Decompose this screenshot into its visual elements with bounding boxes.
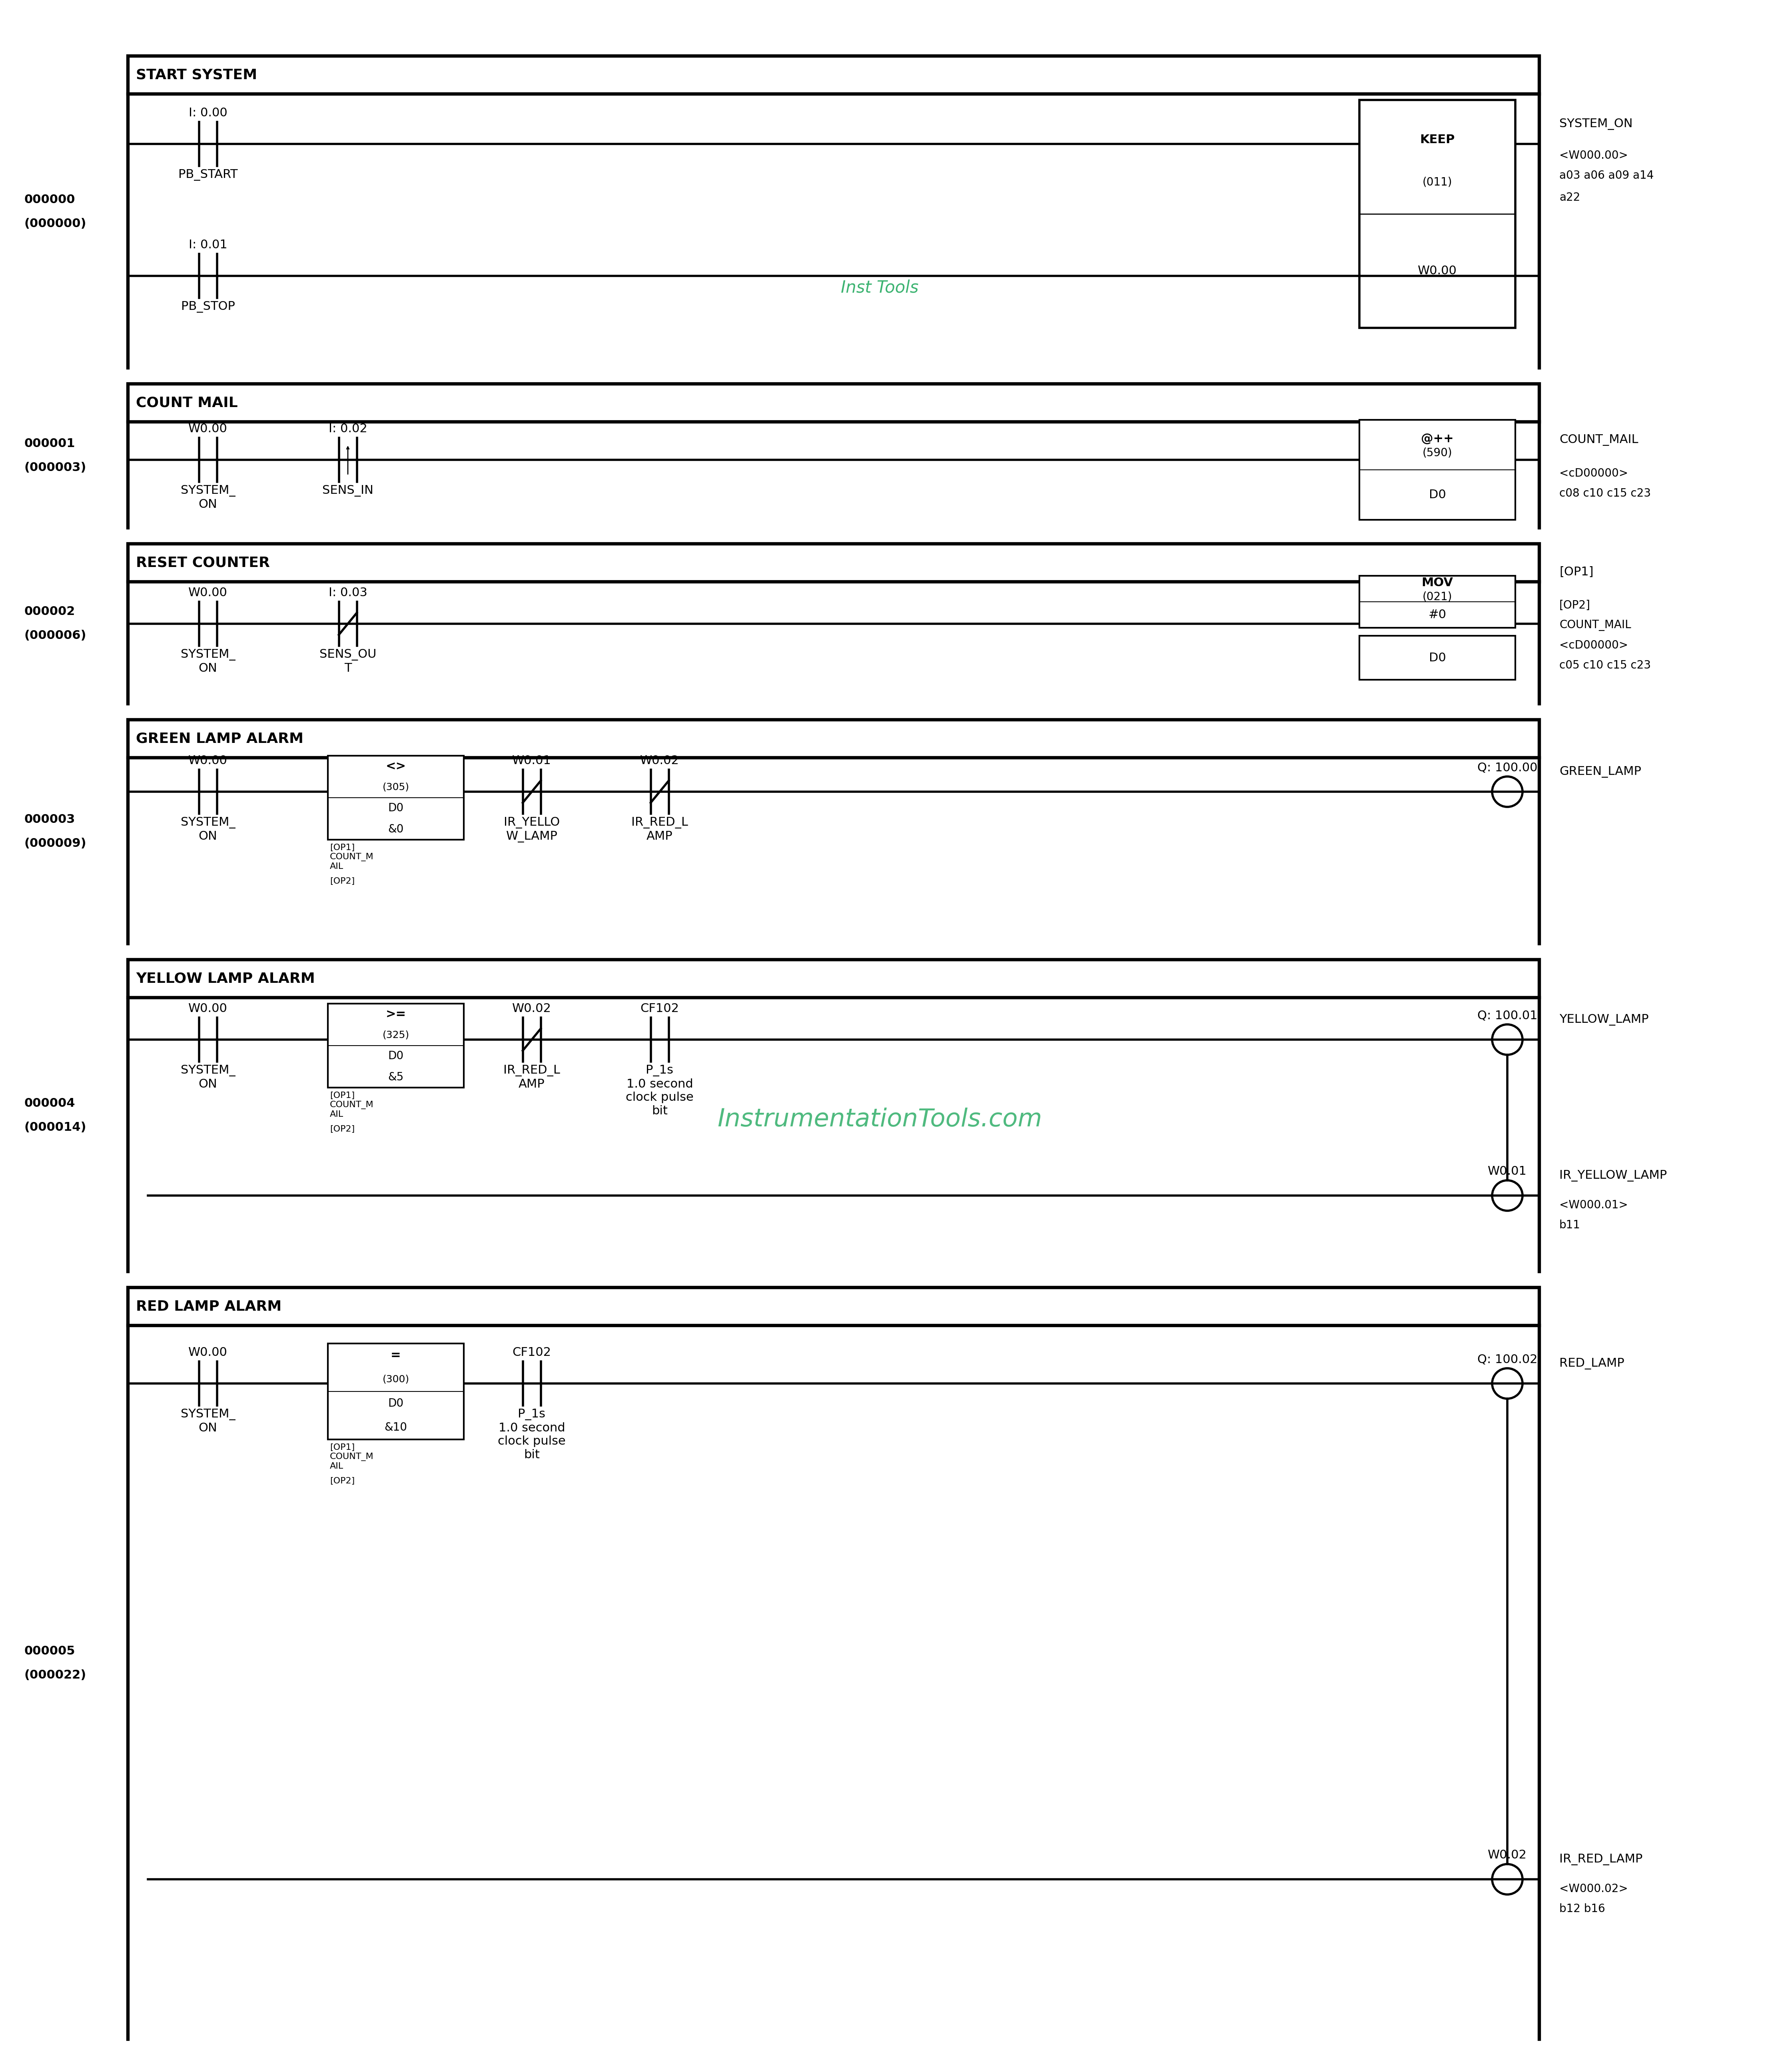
Text: a22: a22 [1559, 193, 1581, 203]
Text: &5: &5 [387, 1071, 403, 1084]
Text: START SYSTEM: START SYSTEM [137, 68, 258, 81]
Text: GREEN LAMP ALARM: GREEN LAMP ALARM [137, 731, 304, 746]
Text: 000005: 000005 [25, 1645, 75, 1658]
Text: (000009): (000009) [25, 837, 87, 850]
Text: W0.00: W0.00 [188, 754, 227, 767]
Text: (300): (300) [382, 1374, 408, 1384]
Text: =: = [391, 1349, 401, 1361]
Text: W0.00: W0.00 [188, 423, 227, 435]
Text: [OP2]: [OP2] [1559, 599, 1591, 611]
Text: (000014): (000014) [25, 1121, 87, 1133]
Text: &10: &10 [384, 1421, 407, 1434]
Text: P_1s
1.0 second
clock pulse
bit: P_1s 1.0 second clock pulse bit [625, 1065, 694, 1117]
Text: SYSTEM_
ON: SYSTEM_ ON [181, 816, 234, 841]
Text: c05 c10 c15 c23: c05 c10 c15 c23 [1559, 659, 1652, 671]
Text: (305): (305) [382, 783, 408, 792]
Text: IR_YELLOW_LAMP: IR_YELLOW_LAMP [1559, 1171, 1668, 1181]
Text: a03 a06 a09 a14: a03 a06 a09 a14 [1559, 170, 1653, 180]
Text: RED_LAMP: RED_LAMP [1559, 1357, 1625, 1370]
Text: 000001: 000001 [25, 437, 75, 450]
Text: (000003): (000003) [25, 462, 85, 474]
Text: COUNT_MAIL: COUNT_MAIL [1559, 620, 1630, 632]
Text: InstrumentationTools.com: InstrumentationTools.com [718, 1109, 1043, 1131]
Text: P_1s
1.0 second
clock pulse
bit: P_1s 1.0 second clock pulse bit [497, 1409, 567, 1461]
Text: W0.01: W0.01 [1488, 1167, 1527, 1177]
Text: &0: &0 [387, 823, 403, 835]
Text: SYSTEM_
ON: SYSTEM_ ON [181, 649, 234, 673]
Text: W0.00: W0.00 [188, 586, 227, 599]
Text: SENS_OU
T: SENS_OU T [320, 649, 377, 673]
Text: Q: 100.01: Q: 100.01 [1478, 1009, 1538, 1021]
Bar [128, 959, 1540, 997]
Text: W0.02: W0.02 [1488, 1850, 1527, 1861]
Text: >=: >= [385, 1009, 407, 1019]
Text: PB_START: PB_START [178, 170, 238, 180]
Text: SYSTEM_
ON: SYSTEM_ ON [181, 485, 234, 510]
Bar [1359, 421, 1515, 520]
Text: <>: <> [385, 760, 407, 773]
Text: COUNT_MAIL: COUNT_MAIL [1559, 435, 1637, 445]
Text: D0: D0 [1430, 489, 1446, 501]
Text: W0.02: W0.02 [511, 1003, 551, 1015]
Text: Inst Tools: Inst Tools [840, 280, 918, 296]
Text: D0: D0 [1430, 653, 1446, 663]
Text: D0: D0 [387, 1399, 403, 1409]
Text: @++: @++ [1421, 433, 1455, 445]
Bar [128, 56, 1540, 93]
Text: 000002: 000002 [25, 605, 75, 617]
Bar [1359, 636, 1515, 680]
Text: W0.00: W0.00 [188, 1003, 227, 1015]
Bar [128, 383, 1540, 423]
Text: CF102: CF102 [641, 1003, 678, 1015]
Text: (325): (325) [382, 1030, 408, 1040]
Text: IR_RED_L
AMP: IR_RED_L AMP [630, 816, 687, 841]
Text: SYSTEM_
ON: SYSTEM_ ON [181, 1409, 234, 1434]
Text: COUNT MAIL: COUNT MAIL [137, 396, 238, 410]
Bar [128, 1287, 1540, 1326]
Text: <W000.00>: <W000.00> [1559, 149, 1629, 162]
Text: SENS_IN: SENS_IN [321, 485, 373, 497]
Text: [OP1]
COUNT_M
AIL: [OP1] COUNT_M AIL [330, 1092, 373, 1119]
Text: (021): (021) [1423, 591, 1453, 603]
Text: KEEP: KEEP [1419, 135, 1455, 145]
Text: [OP2]: [OP2] [330, 876, 355, 885]
Bar [329, 1003, 464, 1088]
Text: D0: D0 [387, 802, 403, 814]
Text: PB_STOP: PB_STOP [181, 300, 234, 313]
Text: <W000.01>: <W000.01> [1559, 1200, 1629, 1210]
Text: (000022): (000022) [25, 1670, 85, 1680]
Text: <cD00000>: <cD00000> [1559, 640, 1629, 651]
Text: 000000: 000000 [25, 195, 75, 205]
Text: I: 0.03: I: 0.03 [329, 586, 368, 599]
Text: #0: #0 [1428, 609, 1446, 620]
Text: IR_RED_LAMP: IR_RED_LAMP [1559, 1854, 1643, 1865]
Text: SYSTEM_ON: SYSTEM_ON [1559, 118, 1632, 131]
Text: b11: b11 [1559, 1220, 1581, 1231]
Text: (000000): (000000) [25, 218, 87, 230]
Text: MOV: MOV [1421, 576, 1453, 588]
Text: 000004: 000004 [25, 1098, 75, 1109]
Text: RED LAMP ALARM: RED LAMP ALARM [137, 1299, 282, 1314]
Text: W0.01: W0.01 [511, 754, 551, 767]
Bar [128, 543, 1540, 582]
Text: (590): (590) [1423, 448, 1453, 458]
Text: <cD00000>: <cD00000> [1559, 468, 1629, 479]
Bar [128, 719, 1540, 758]
Text: [OP1]: [OP1] [1559, 566, 1593, 578]
Text: [OP1]
COUNT_M
AIL: [OP1] COUNT_M AIL [330, 1444, 373, 1471]
Text: IR_RED_L
AMP: IR_RED_L AMP [503, 1065, 559, 1090]
Text: [OP2]: [OP2] [330, 1125, 355, 1133]
Bar [329, 1343, 464, 1440]
Bar [1359, 99, 1515, 327]
Text: <W000.02>: <W000.02> [1559, 1883, 1629, 1894]
Text: c08 c10 c15 c23: c08 c10 c15 c23 [1559, 487, 1652, 499]
Text: IR_YELLO
W_LAMP: IR_YELLO W_LAMP [504, 816, 559, 843]
Text: RESET COUNTER: RESET COUNTER [137, 555, 270, 570]
Text: W0.00: W0.00 [188, 1347, 227, 1359]
Text: (011): (011) [1423, 176, 1453, 189]
Text: W0.02: W0.02 [639, 754, 678, 767]
Text: CF102: CF102 [511, 1347, 551, 1359]
Bar [1359, 576, 1515, 628]
Text: SYSTEM_
ON: SYSTEM_ ON [181, 1065, 234, 1090]
Text: (000006): (000006) [25, 630, 87, 642]
